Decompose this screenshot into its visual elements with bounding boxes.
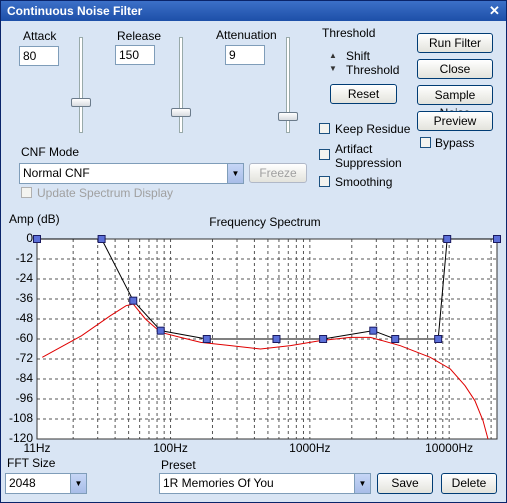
- x-tick-label: 1000Hz: [289, 441, 330, 455]
- sample-noise-button[interactable]: Sample Noise: [417, 85, 493, 120]
- attenuation-thumb[interactable]: [278, 112, 298, 121]
- control-point: [319, 335, 328, 343]
- fft-size-value: 2048: [9, 476, 36, 490]
- fft-size-dropdown[interactable]: 2048 ▼: [5, 473, 87, 494]
- delete-button[interactable]: Delete: [441, 473, 497, 494]
- attack-label: Attack: [23, 29, 57, 43]
- preset-value: 1R Memories Of You: [163, 476, 274, 490]
- control-point: [33, 235, 41, 243]
- preset-label: Preset: [161, 458, 196, 472]
- spin-down[interactable]: ▼: [329, 64, 337, 73]
- attack-thumb[interactable]: [71, 98, 91, 107]
- dropdown-arrow[interactable]: ▼: [70, 474, 86, 493]
- release-label: Release: [117, 29, 162, 43]
- cnf-mode-dropdown[interactable]: Normal CNF ▼: [19, 163, 244, 184]
- threshold-label: Threshold: [322, 26, 376, 40]
- y-axis-label: Amp (dB): [9, 212, 60, 226]
- attenuation-input[interactable]: 9: [225, 45, 265, 65]
- save-button[interactable]: Save: [377, 473, 433, 494]
- artifact-checkbox[interactable]: [319, 149, 330, 160]
- control-point: [202, 335, 211, 343]
- control-point: [156, 326, 165, 335]
- y-tick-label: 0: [26, 231, 33, 245]
- y-tick-label: -72: [16, 351, 34, 365]
- chart-title: Frequency Spectrum: [209, 215, 320, 229]
- control-point: [391, 335, 400, 343]
- x-tick-label: 100Hz: [153, 441, 188, 455]
- preset-dropdown[interactable]: 1R Memories Of You ▼: [159, 473, 371, 494]
- attenuation-label: Attenuation: [216, 28, 277, 42]
- series-line: [37, 238, 497, 340]
- window-title: Continuous Noise Filter: [7, 4, 143, 18]
- dropdown-arrow[interactable]: ▼: [354, 474, 370, 493]
- update-spectrum-label: Update Spectrum Display: [37, 186, 174, 200]
- plot-border: [36, 238, 498, 440]
- y-tick-label: -48: [16, 311, 34, 325]
- control-point: [97, 235, 106, 243]
- close-x[interactable]: ✕: [489, 3, 500, 18]
- control-point: [272, 335, 281, 343]
- x-tick-label: 11Hz: [23, 441, 50, 455]
- smoothing-label: Smoothing: [335, 175, 393, 189]
- y-tick-label: -108: [9, 411, 33, 425]
- y-tick-label: -36: [16, 291, 34, 305]
- series-line: [42, 303, 489, 440]
- y-tick-label: -96: [16, 391, 34, 405]
- title-bar: Continuous Noise Filter ✕: [1, 1, 506, 21]
- freeze-button: Freeze: [249, 163, 307, 183]
- keep-residue-label: Keep Residue: [335, 122, 411, 136]
- preview-button[interactable]: Preview: [417, 111, 493, 131]
- attack-input[interactable]: 80: [19, 46, 59, 66]
- attenuation-slider[interactable]: [286, 37, 290, 133]
- control-point: [129, 296, 138, 305]
- control-point: [493, 235, 501, 243]
- artifact-label-line: Artifact: [335, 142, 373, 156]
- update-spectrum-checkbox: [21, 187, 32, 198]
- y-tick-label: -24: [16, 271, 34, 285]
- dropdown-arrow[interactable]: ▼: [227, 164, 243, 183]
- cnf-mode-label: CNF Mode: [21, 145, 80, 159]
- control-point: [369, 326, 378, 335]
- run-filter-button[interactable]: Run Filter: [417, 33, 493, 53]
- bypass-checkbox[interactable]: [420, 137, 431, 148]
- y-tick-label: -12: [16, 251, 34, 265]
- artifact-label-line: Suppression: [335, 156, 402, 170]
- close-button[interactable]: Close: [417, 59, 493, 79]
- release-input[interactable]: 150: [115, 45, 155, 65]
- keep-residue-checkbox[interactable]: [319, 123, 330, 134]
- control-point: [443, 235, 452, 243]
- reset-button[interactable]: Reset: [330, 84, 397, 104]
- y-tick-label: -120: [9, 431, 33, 445]
- release-slider[interactable]: [179, 37, 183, 133]
- spectrum-chart: Amp (dB) Frequency Spectrum 0 -12 -24 -36 -4…: [9, 212, 501, 455]
- attack-slider[interactable]: [79, 37, 83, 133]
- y-tick-label: -84: [16, 371, 34, 385]
- spin-up[interactable]: ▲: [329, 51, 337, 60]
- fft-size-label: FFT Size: [7, 456, 56, 470]
- bypass-label: Bypass: [435, 136, 475, 150]
- release-thumb[interactable]: [171, 108, 191, 117]
- cnf-mode-value: Normal CNF: [23, 166, 90, 180]
- y-tick-label: -60: [16, 331, 34, 345]
- control-point: [434, 335, 443, 343]
- shift-label-line: Threshold: [346, 63, 400, 77]
- shift-label-line: Shift: [346, 49, 371, 63]
- x-tick-label: 10000Hz: [425, 441, 473, 455]
- smoothing-checkbox[interactable]: [319, 176, 330, 187]
